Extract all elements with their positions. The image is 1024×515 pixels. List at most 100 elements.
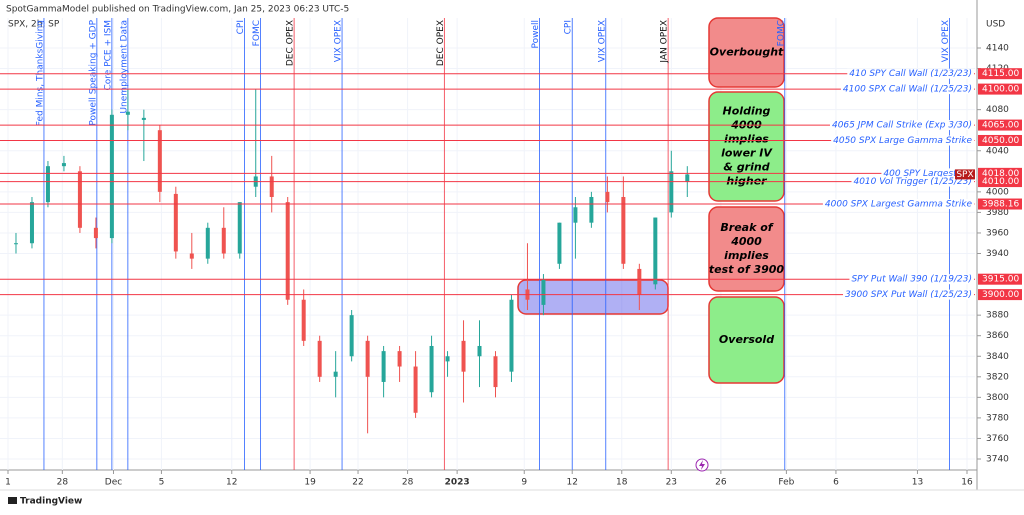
level-label-bg (881, 168, 974, 179)
candle-body (237, 202, 242, 254)
event-label: DEC OPEX (286, 20, 296, 66)
x-tick-label: 13 (912, 478, 923, 488)
candle-body (413, 366, 418, 413)
price-tag (978, 119, 1022, 131)
level-label: 4010 Vol Trigger (1/25/23) (853, 177, 972, 187)
candle-body (541, 279, 546, 305)
candle-body (349, 315, 354, 357)
price-tag-label: 4010.00 (982, 177, 1019, 187)
level-label-bg (829, 120, 974, 131)
event-label: FOMC (776, 20, 786, 46)
price-tag-label: 3900.00 (982, 290, 1019, 300)
level-label: 3900 SPX Put Wall (1/25/23) (845, 290, 972, 300)
price-tag-label: 3915.00 (982, 275, 1019, 285)
box-text: Break of (720, 221, 773, 234)
x-tick-label: 1 (5, 478, 11, 488)
event-label: VIX OPEX (941, 20, 951, 62)
event-label: Fed Mins, ThanksGiving (35, 20, 45, 126)
x-tick-label: 5 (159, 478, 165, 488)
price-tag-label: 4065.00 (982, 121, 1019, 131)
level-label-bg (822, 199, 975, 210)
annotation-box: Overbought (708, 17, 785, 88)
box-text: implies (724, 249, 769, 262)
event-label: Powell (531, 20, 541, 49)
event-label: VIX OPEX (334, 20, 344, 62)
price-tag (978, 167, 1022, 179)
level-label-bg (840, 84, 974, 95)
candle-body (157, 130, 162, 192)
last-price-tag-label: SPX (956, 170, 973, 180)
annotation-box: Oversold (708, 296, 785, 384)
box-text: & grind (723, 161, 769, 174)
x-tick-label: 16 (961, 478, 973, 488)
x-tick-label: 12 (226, 478, 237, 488)
publisher-line: SpotGammaModel published on TradingView.… (6, 5, 349, 15)
x-tick-label: 28 (402, 478, 414, 488)
candle-body (493, 356, 498, 388)
candle-body (653, 217, 658, 285)
y-tick-label: 4040 (986, 146, 1009, 156)
y-tick-label: 3880 (986, 311, 1009, 321)
footer-brand: TradingView (20, 497, 82, 507)
candle-body (589, 196, 594, 223)
event-label: Unemployment Data (119, 20, 129, 114)
x-tick-label: 12 (566, 478, 577, 488)
candle-body (269, 176, 274, 197)
candle-body (13, 243, 18, 245)
box-text: 4000 (730, 235, 762, 248)
highlight-zone (517, 279, 669, 315)
candle-body (381, 351, 386, 382)
level-label: 4000 SPX Largest Gamma Strike (825, 200, 973, 210)
candle-body (445, 356, 450, 362)
event-label: Powell Speaking + GDP (88, 19, 98, 125)
candle-body (573, 207, 578, 223)
candle-body (317, 340, 322, 377)
event-icon-bolt (699, 460, 705, 470)
symbol-label: SPX, 2h, SP (8, 20, 60, 30)
candle-body (221, 227, 226, 254)
candle-body (93, 227, 98, 239)
y-tick-label: 3980 (986, 208, 1009, 218)
level-label: 400 SPY Largest Ga (883, 169, 972, 179)
price-tag (978, 176, 1022, 188)
y-tick-label: 3780 (986, 413, 1009, 423)
price-tag-label: 3988.16 (982, 200, 1019, 210)
y-tick-label: 3760 (986, 434, 1009, 444)
candle-body (125, 111, 130, 115)
x-tick-label: 19 (304, 478, 316, 488)
candle-body (461, 340, 466, 372)
event-label: Core PCE + ISM (103, 20, 113, 90)
price-tag-label: 4115.00 (982, 69, 1019, 79)
box-shape (708, 296, 785, 384)
event-label: FOMC (252, 20, 262, 46)
candle-body (365, 340, 370, 377)
currency: USD (986, 20, 1005, 30)
price-tag (978, 83, 1022, 95)
brand-logo (8, 497, 17, 504)
level-label: SPY Put Wall 390 (1/19/23) (851, 275, 972, 285)
candle-body (205, 227, 210, 259)
price-tag-label: 4050.00 (982, 136, 1019, 146)
candle-body (141, 117, 146, 120)
candle-body (29, 202, 34, 244)
box-text: higher (726, 175, 767, 188)
level-label: 4050 SPX Large Gamma Strike (833, 136, 972, 146)
x-tick-label: 18 (616, 478, 628, 488)
level-label-bg (851, 176, 974, 187)
y-tick-label: 3960 (986, 228, 1009, 238)
y-tick-label: 3820 (986, 372, 1009, 382)
y-tick-label: 3860 (986, 331, 1009, 341)
last-price-tag (955, 169, 975, 180)
candle-body (189, 253, 194, 259)
price-tag (978, 68, 1022, 80)
x-tick-label: 23 (666, 478, 677, 488)
x-tick-label: 26 (715, 478, 727, 488)
y-tick-label: 4080 (986, 105, 1009, 115)
candle-body (685, 174, 690, 182)
candle-body (621, 196, 626, 264)
price-tag (978, 134, 1022, 146)
